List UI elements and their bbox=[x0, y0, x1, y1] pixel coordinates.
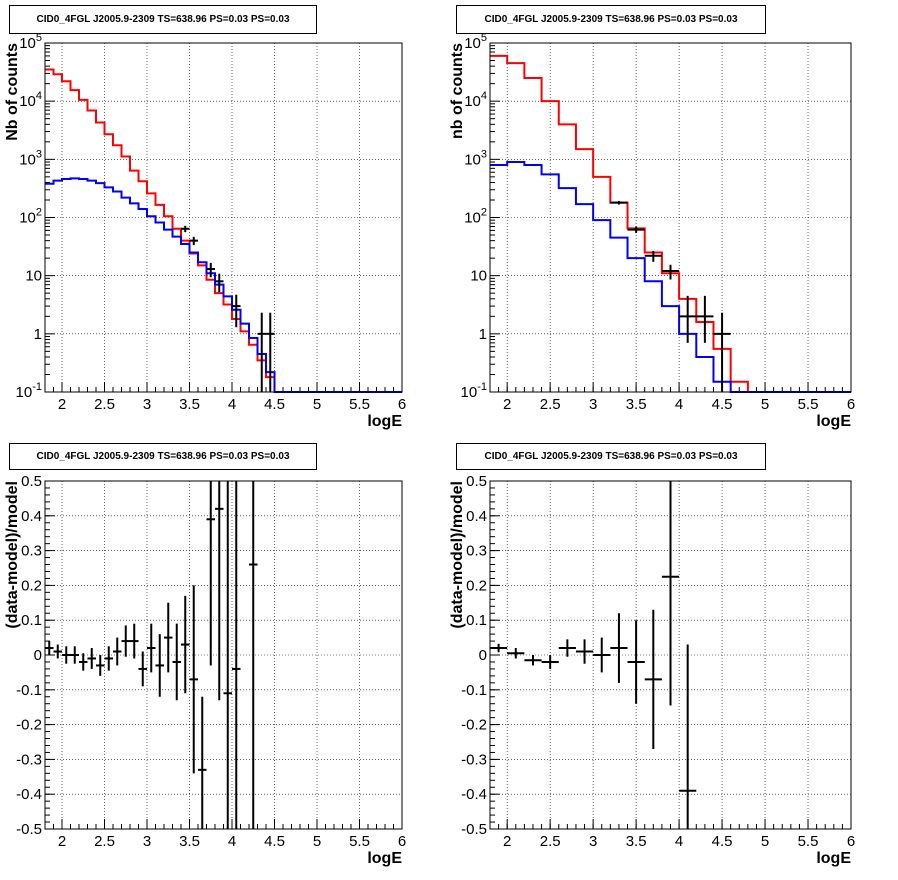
y-tick-label: 104 bbox=[464, 90, 487, 110]
x-tick-label: 5 bbox=[761, 833, 769, 850]
x-tick-label: 4 bbox=[228, 833, 236, 850]
x-tick-label: 4.5 bbox=[712, 396, 733, 413]
y-tick-label: 0.3 bbox=[466, 543, 487, 560]
x-tick-label: 2 bbox=[58, 833, 66, 850]
series-line-model-source bbox=[45, 177, 402, 393]
chart-title: CID0_4FGL J2005.9-2309 TS=638.96 PS=0.03… bbox=[9, 5, 317, 34]
y-tick-label: -0.4 bbox=[16, 786, 42, 803]
y-tick-label: 0.4 bbox=[466, 508, 487, 525]
x-tick-label: 5.5 bbox=[349, 396, 370, 413]
x-tick-label: 5.5 bbox=[798, 396, 819, 413]
y-tick-label: -0.4 bbox=[461, 786, 487, 803]
x-tick-label: 2.5 bbox=[94, 396, 115, 413]
y-tick-label: 10 bbox=[25, 268, 42, 285]
y-tick-label: 0.1 bbox=[21, 612, 42, 629]
y-tick-label: 102 bbox=[19, 207, 42, 227]
chart-panel-4: 2 2.5 3 3.5 4 4.5 5 5.5 6 -0.5 -0.4 -0.3 -0.2 -0.1 0 0.… bbox=[449, 473, 855, 867]
x-tick-label: 6 bbox=[847, 833, 855, 850]
y-tick-label: 104 bbox=[19, 90, 42, 110]
x-tick-label: 2 bbox=[503, 833, 511, 850]
y-tick-label: 0.5 bbox=[466, 473, 487, 490]
y-tick-label: 0.1 bbox=[466, 612, 487, 629]
y-tick-label: -0.1 bbox=[16, 682, 42, 699]
x-tick-label: 3.5 bbox=[179, 833, 200, 850]
y-tick-label: -0.5 bbox=[16, 821, 42, 838]
plot-frame bbox=[489, 42, 852, 393]
y-tick-label: -0.3 bbox=[16, 751, 42, 768]
x-axis-label: logE bbox=[816, 850, 851, 867]
x-tick-label: 6 bbox=[847, 396, 855, 413]
x-tick-label: 5.5 bbox=[349, 833, 370, 850]
y-axis-label: Nb of counts bbox=[4, 43, 21, 141]
chart-title: CID0_4FGL J2005.9-2309 TS=638.96 PS=0.03… bbox=[456, 443, 766, 470]
y-tick-label: 105 bbox=[19, 32, 42, 52]
y-tick-label: 0.2 bbox=[466, 577, 487, 594]
x-tick-label: 3.5 bbox=[626, 396, 647, 413]
y-tick-label: 103 bbox=[19, 148, 42, 168]
x-tick-label: 3.5 bbox=[179, 396, 200, 413]
y-tick-label: 103 bbox=[464, 148, 487, 168]
y-tick-label: 1 bbox=[479, 326, 487, 343]
x-tick-label: 5.5 bbox=[798, 833, 819, 850]
y-tick-label: -0.2 bbox=[461, 717, 487, 734]
plot-frame bbox=[44, 480, 403, 830]
y-tick-label: 0 bbox=[479, 647, 487, 664]
plot-frame bbox=[44, 42, 403, 393]
x-tick-label: 4 bbox=[675, 396, 683, 413]
chart-panel-1: 2 2.5 3 3.5 4 4.5 5 5.5 6 10-1 1 10 102 103 104 105 logE… bbox=[4, 32, 406, 430]
x-tick-label: 3 bbox=[143, 396, 151, 413]
y-tick-label: 1 bbox=[34, 326, 42, 343]
y-tick-label: 102 bbox=[464, 207, 487, 227]
y-tick-label: 10-1 bbox=[16, 381, 42, 401]
y-tick-label: 105 bbox=[464, 32, 487, 52]
chart-panel-3: 2 2.5 3 3.5 4 4.5 5 5.5 6 -0.5 -0.4 -0.3 -0.2 -0.1 0 0.… bbox=[4, 473, 406, 867]
x-tick-label: 4.5 bbox=[264, 396, 285, 413]
chart-title: CID0_4FGL J2005.9-2309 TS=638.96 PS=0.03… bbox=[9, 443, 317, 470]
y-tick-label: -0.1 bbox=[461, 682, 487, 699]
y-axis-label: (data-model)/model bbox=[4, 481, 21, 629]
x-tick-label: 2.5 bbox=[94, 833, 115, 850]
y-tick-label: 0.5 bbox=[21, 473, 42, 490]
x-tick-label: 4.5 bbox=[264, 833, 285, 850]
x-tick-label: 2 bbox=[58, 396, 66, 413]
y-tick-label: 10-1 bbox=[461, 381, 487, 401]
chart-panel-2: 2 2.5 3 3.5 4 4.5 5 5.5 6 10-1 1 10 102 103 104 105 logE… bbox=[449, 32, 855, 430]
x-tick-label: 3.5 bbox=[626, 833, 647, 850]
x-tick-label: 5 bbox=[761, 396, 769, 413]
y-tick-label: -0.3 bbox=[461, 751, 487, 768]
x-tick-label: 4.5 bbox=[712, 833, 733, 850]
plot-frame bbox=[489, 480, 852, 830]
x-tick-label: 2.5 bbox=[540, 833, 561, 850]
x-tick-label: 3 bbox=[589, 396, 597, 413]
x-tick-label: 4 bbox=[675, 833, 683, 850]
series-line-model-total bbox=[45, 68, 402, 393]
x-axis-label: logE bbox=[816, 413, 851, 430]
chart-title: CID0_4FGL J2005.9-2309 TS=638.96 PS=0.03… bbox=[456, 5, 766, 34]
y-tick-label: 0 bbox=[34, 647, 42, 664]
x-tick-label: 5 bbox=[313, 396, 321, 413]
y-tick-label: -0.5 bbox=[461, 821, 487, 838]
y-tick-label: 10 bbox=[470, 268, 487, 285]
x-tick-label: 5 bbox=[313, 833, 321, 850]
x-tick-label: 2 bbox=[503, 396, 511, 413]
x-axis-label: logE bbox=[367, 413, 402, 430]
series-line-model-total bbox=[490, 54, 851, 393]
x-axis-label: logE bbox=[367, 850, 402, 867]
y-tick-label: 0.3 bbox=[21, 543, 42, 560]
x-tick-label: 2.5 bbox=[540, 396, 561, 413]
x-tick-label: 4 bbox=[228, 396, 236, 413]
x-tick-label: 6 bbox=[398, 396, 406, 413]
y-tick-label: -0.2 bbox=[16, 717, 42, 734]
y-tick-label: 0.2 bbox=[21, 577, 42, 594]
y-axis-label: (data-model)/model bbox=[449, 481, 466, 629]
x-tick-label: 6 bbox=[398, 833, 406, 850]
y-axis-label: nb of counts bbox=[449, 43, 466, 139]
x-tick-label: 3 bbox=[589, 833, 597, 850]
x-tick-label: 3 bbox=[143, 833, 151, 850]
y-tick-label: 0.4 bbox=[21, 508, 42, 525]
